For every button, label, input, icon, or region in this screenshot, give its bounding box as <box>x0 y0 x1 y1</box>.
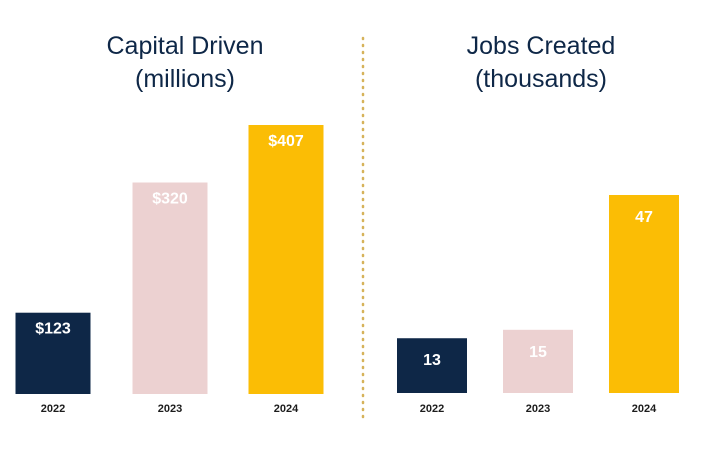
bar-capital-2022 <box>15 312 91 394</box>
data-label-capital-2024: $407 <box>268 133 304 150</box>
x-tick-capital-2023: 2023 <box>158 403 182 415</box>
bar-jobs-2022 <box>397 338 467 393</box>
data-label-capital-2023: $320 <box>152 191 188 208</box>
data-label-jobs-2023: 15 <box>529 344 547 361</box>
x-tick-jobs-2023: 2023 <box>526 403 550 415</box>
chart-title-jobs: Jobs Created <box>467 32 616 60</box>
x-tick-jobs-2024: 2024 <box>632 403 657 415</box>
bar-jobs-2024 <box>609 195 679 393</box>
x-tick-capital-2024: 2024 <box>274 403 299 415</box>
chart-title-capital: Capital Driven <box>106 32 263 60</box>
bar-capital-2024 <box>248 125 324 394</box>
x-tick-capital-2022: 2022 <box>41 403 65 415</box>
chart-subtitle-jobs: (thousands) <box>475 65 607 93</box>
bars-layer: $123 2022 $320 2023 $407 2024 13 2022 15 2023 47 20… <box>15 125 679 415</box>
data-label-jobs-2022: 13 <box>423 352 441 369</box>
x-tick-jobs-2022: 2022 <box>420 403 444 415</box>
data-label-capital-2022: $123 <box>35 321 71 338</box>
bar-capital-2023 <box>132 182 208 394</box>
data-label-jobs-2024: 47 <box>635 209 653 226</box>
chart-subtitle-capital: (millions) <box>135 65 235 93</box>
bar-jobs-2023 <box>503 329 573 393</box>
